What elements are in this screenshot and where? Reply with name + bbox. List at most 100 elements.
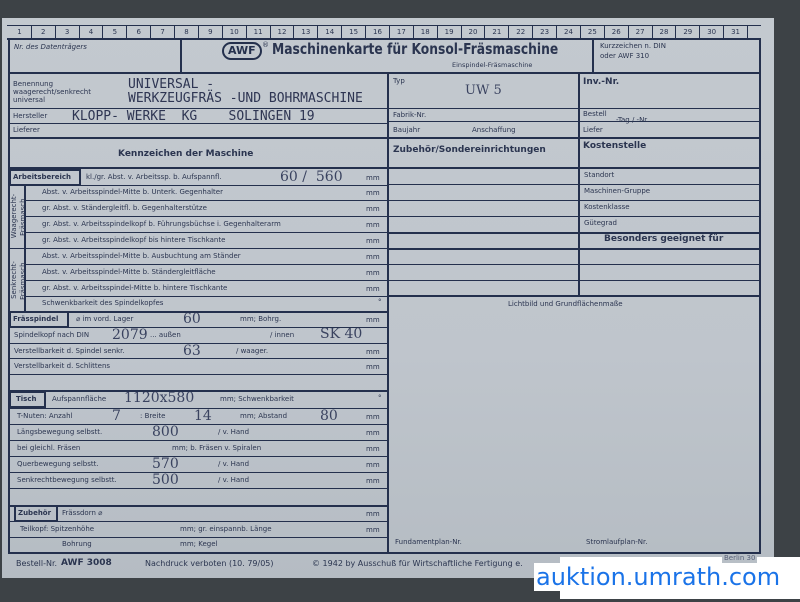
hand-label: / v. Hand	[218, 460, 250, 468]
column-number: 28	[653, 26, 677, 38]
schlitten-label: Verstellbarkeit d. Schlittens	[14, 362, 111, 370]
awf-logo: AWF	[222, 42, 262, 60]
kostenstelle-field-label: Standort	[584, 171, 615, 179]
unit-label: mm	[366, 285, 380, 293]
kostenstelle-field-label: Gütegrad	[584, 219, 617, 227]
row-divider	[388, 264, 761, 265]
lichtbild-label: Lichtbild und Grundflächenmaße	[508, 300, 623, 308]
unit-label: mm	[366, 477, 380, 485]
unit-label: mm	[366, 348, 380, 356]
inv-nr-label: Inv.-Nr.	[583, 77, 620, 87]
unit-label: mm	[366, 445, 380, 453]
row-divider	[388, 184, 761, 185]
hersteller-label: Hersteller	[13, 112, 48, 120]
row-divider	[388, 232, 761, 234]
column-number: 4	[80, 26, 104, 38]
column-number: 3	[56, 26, 80, 38]
degree-unit: °	[378, 298, 382, 306]
liefer-label: Liefer	[583, 126, 603, 134]
row-divider	[8, 472, 388, 473]
nachdruck-note: Nachdruck verboten (10. 79/05)	[145, 559, 274, 568]
unit-label: mm	[366, 461, 380, 469]
bestell-nr-value: AWF 3008	[61, 558, 112, 568]
innen-label: / innen	[270, 331, 295, 339]
row-divider	[388, 295, 761, 297]
row-divider	[24, 200, 388, 201]
verstellbarkeit-value: 63	[183, 343, 201, 359]
column-number: 15	[342, 26, 367, 38]
kostenstelle-heading: Kostenstelle	[583, 141, 647, 151]
column-number: 17	[390, 26, 414, 38]
unit-label: mm	[366, 526, 380, 534]
hand-label: / v. Hand	[218, 428, 250, 436]
row-divider	[388, 216, 761, 217]
column-number: 21	[485, 26, 510, 38]
tisch-schwenk-label: mm; Schwenkbarkeit	[220, 395, 294, 403]
kostenstelle-field-label: Maschinen-Gruppe	[584, 187, 651, 195]
datentraeger-label: Nr. des Datenträgers	[14, 43, 87, 51]
spindelkopf-din-value: 2079	[112, 327, 148, 343]
kurzzeichen-label-2: oder AWF 310	[600, 52, 650, 60]
column-number: 30	[700, 26, 725, 38]
kegel-label: mm; Kegel	[180, 540, 218, 548]
copyright-note: © 1942 by Ausschuß für Wirtschaftliche F…	[312, 559, 523, 568]
row-divider	[24, 232, 388, 233]
teilkopf-label: Teilkopf: Spitzenhöhe	[20, 525, 95, 533]
row-divider	[8, 343, 388, 344]
measurement-label: gr. Abst. v. Arbeitsspindelkopf b. Führu…	[42, 220, 281, 228]
lieferer-label: Lieferer	[13, 126, 40, 134]
column-number: 20	[462, 26, 486, 38]
card-title: Maschinenkarte für Konsol-Fräsmaschine	[272, 40, 559, 58]
gleichl-fraesen-label: bei gleichl. Fräsen	[17, 444, 81, 452]
row-divider	[8, 424, 388, 425]
row-divider	[388, 248, 761, 250]
column-number: 29	[676, 26, 701, 38]
benennung-label: Benennung	[13, 80, 54, 88]
anschaffung-label: Anschaffung	[472, 126, 516, 134]
row-divider	[24, 280, 388, 281]
kennzeichen-heading: Kennzeichen der Maschine	[118, 149, 254, 159]
unit-label: mm	[366, 237, 380, 245]
aufspannflaeche-label: Aufspannfläche	[52, 395, 107, 403]
column-number: 19	[438, 26, 462, 38]
unit-label: mm	[366, 205, 380, 213]
row-divider	[8, 488, 388, 489]
unit-label: mm	[366, 429, 380, 437]
besonders-heading: Besonders geeignet für	[604, 234, 724, 244]
unit-label: mm	[366, 413, 380, 421]
unit-label: mm	[366, 316, 380, 324]
breite-value: 14	[194, 408, 212, 424]
t-nuten-label: T-Nuten: Anzahl	[17, 412, 73, 420]
baujahr-label: Baujahr	[393, 126, 421, 134]
fraesspindel-tag: Frässpindel	[13, 315, 59, 323]
registered-mark: ®	[262, 41, 269, 49]
stromlaufplan-label: Stromlaufplan-Nr.	[586, 538, 648, 546]
benennung-value-2: WERKZEUGFRÄS -UND BOHRMASCHINE	[128, 91, 363, 106]
fabrik-nr-label: Fabrik-Nr.	[393, 111, 427, 119]
unit-label: mm	[366, 253, 380, 261]
measurement-label: Abst. v. Arbeitsspindel-Mitte b. Ausbuch…	[42, 252, 241, 260]
bestell-nr-label: Bestell-Nr.	[16, 559, 58, 568]
hand-label: / v. Hand	[218, 476, 250, 484]
row-divider	[24, 216, 388, 217]
row-divider	[8, 505, 388, 507]
column-number: 8	[175, 26, 199, 38]
querbewegung-value: 570	[152, 456, 179, 472]
column-number: 24	[557, 26, 581, 38]
bestell-label: Bestell	[583, 110, 607, 118]
querbewegung-label: Querbewegung selbstt.	[17, 460, 99, 468]
column-number: 12	[271, 26, 295, 38]
arbeitsbereich-label: kl./gr. Abst. v. Arbeitssp. b. Aufspannf…	[86, 173, 222, 181]
column-number: 25	[581, 26, 605, 38]
arbeitsbereich-tag: Arbeitsbereich	[13, 173, 72, 181]
row-divider	[24, 296, 388, 297]
row-divider	[8, 390, 388, 392]
measurement-label: gr. Abst. v. Ständergleitfl. b. Gegenhal…	[42, 204, 207, 212]
column-number: 16	[366, 26, 390, 38]
measurement-label: Abst. v. Arbeitsspindel-Mitte b. Unterk.…	[42, 188, 223, 196]
unit-label: mm	[366, 189, 380, 197]
zubehoer-bohrung-label: Bohrung	[62, 540, 92, 548]
innen-value: SK 40	[320, 326, 363, 342]
benennung-value: UNIVERSAL -	[128, 77, 215, 92]
aussen-label: ... außen	[150, 331, 181, 339]
